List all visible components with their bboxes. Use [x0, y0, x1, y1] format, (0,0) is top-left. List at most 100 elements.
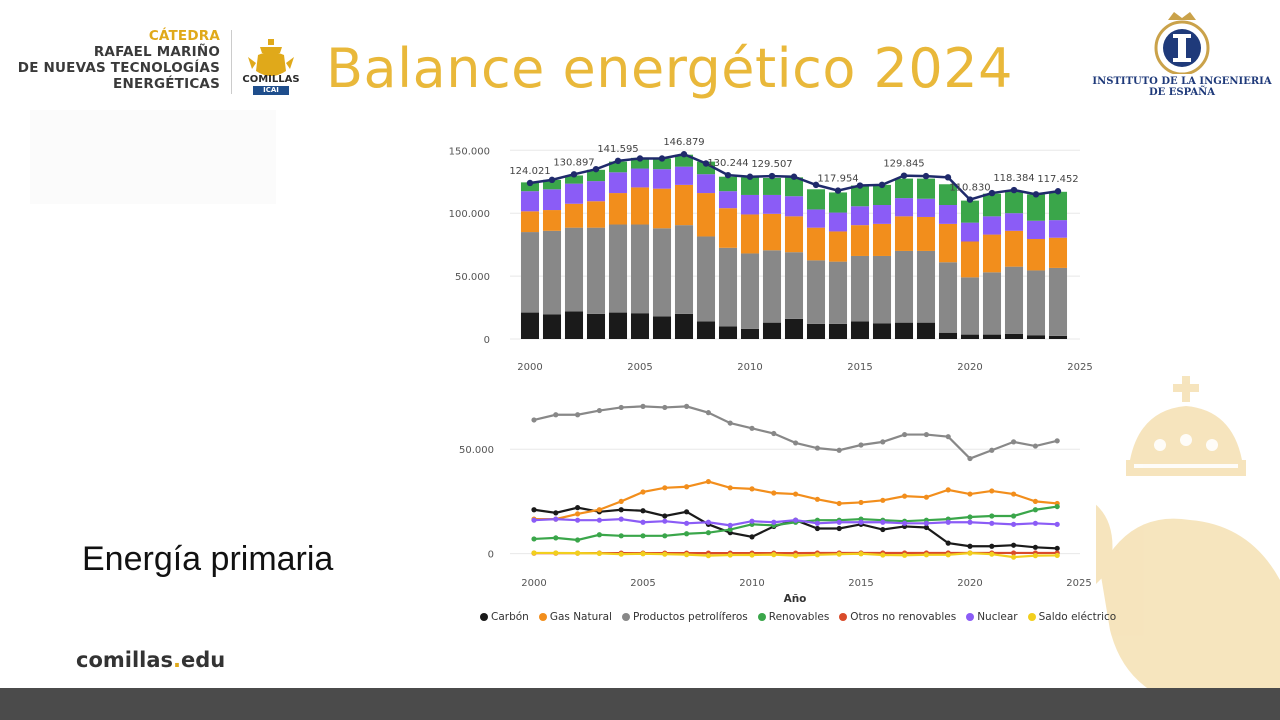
total-point — [570, 171, 578, 178]
legend-label: Productos petrolíferos — [632, 611, 748, 623]
total-point — [944, 174, 952, 181]
catedra-name: CÁTEDRA RAFAEL MARIÑO DE NUEVAS TECNOLOG… — [17, 28, 220, 92]
bar-productos-petroliferos — [894, 250, 914, 323]
point-otros-no-renovables — [1011, 550, 1017, 556]
point-saldo-electrico — [814, 552, 820, 558]
bar-productos-petroliferos — [806, 260, 826, 324]
point-productos-petroliferos — [531, 417, 537, 423]
bar-carbon — [828, 323, 848, 339]
legend-item-otros-no-renovables[interactable]: Otros no renovables — [839, 611, 956, 623]
bar-carbon — [586, 313, 606, 339]
point-gas-natural — [902, 493, 908, 499]
total-point — [812, 181, 820, 189]
bar-productos-petroliferos — [982, 272, 1002, 335]
legend-label: Renovables — [768, 611, 830, 623]
total-point — [988, 189, 996, 197]
point-productos-petroliferos — [923, 431, 929, 438]
point-nuclear — [880, 519, 886, 525]
total-point — [526, 179, 534, 187]
point-carbon — [836, 525, 842, 532]
point-nuclear — [749, 518, 755, 524]
legend-item-gas-natural[interactable]: Gas Natural — [538, 611, 612, 623]
x-tick-label: 2015 — [848, 578, 873, 589]
bar-renovables — [850, 185, 870, 207]
legend-item-nuclear[interactable]: Nuclear — [966, 611, 1018, 623]
point-saldo-electrico — [858, 551, 864, 557]
point-renovables — [553, 535, 559, 541]
total-point — [856, 182, 864, 189]
point-gas-natural — [596, 507, 602, 513]
total-data-label: 129.845 — [883, 159, 924, 170]
point-saldo-electrico — [705, 553, 711, 559]
point-gas-natural — [575, 511, 581, 517]
bar-gas-natural — [982, 234, 1002, 273]
legend-item-saldo-electrico[interactable]: Saldo eléctrico — [1027, 611, 1116, 623]
total-point — [1032, 191, 1040, 198]
point-nuclear — [902, 520, 908, 526]
point-renovables — [1054, 503, 1060, 510]
point-gas-natural — [793, 491, 799, 497]
bar-nuclear — [740, 194, 760, 215]
catedra-logo: CÁTEDRA RAFAEL MARIÑO DE NUEVAS TECNOLOG… — [12, 22, 302, 104]
x-tick-label: 2010 — [737, 362, 762, 373]
bar-carbon — [872, 323, 892, 339]
bar-gas-natural — [1026, 238, 1046, 271]
bar-renovables — [828, 192, 848, 213]
point-nuclear — [967, 519, 973, 525]
point-saldo-electrico — [1054, 552, 1060, 559]
point-saldo-electrico — [727, 552, 733, 558]
bar-productos-petroliferos — [586, 227, 606, 314]
comillas-wordmark: COMILLAS — [242, 74, 300, 85]
bar-renovables — [1048, 191, 1068, 221]
bar-gas-natural — [630, 187, 650, 225]
total-point — [1010, 186, 1018, 194]
bar-renovables — [938, 184, 958, 206]
point-productos-petroliferos — [967, 455, 973, 462]
legend-dot-icon — [1027, 613, 1036, 621]
bar-renovables — [762, 177, 782, 195]
bar-productos-petroliferos — [762, 250, 782, 323]
icai-badge: ICAI — [253, 86, 289, 95]
footer-url[interactable]: comillas.edu — [76, 648, 226, 672]
point-productos-petroliferos — [705, 410, 711, 416]
point-carbon — [1032, 544, 1038, 550]
bar-carbon — [608, 312, 628, 339]
legend-item-renovables[interactable]: Renovables — [757, 611, 830, 623]
bar-productos-petroliferos — [1048, 267, 1068, 336]
bar-productos-petroliferos — [938, 262, 958, 333]
total-point — [548, 176, 556, 184]
total-data-label: 130.897 — [553, 157, 594, 168]
comillas-watermark — [1090, 376, 1280, 690]
total-point — [922, 172, 930, 180]
x-tick-label: 2025 — [1066, 578, 1091, 589]
total-data-label: 110.830 — [949, 183, 990, 194]
x-tick-label: 2015 — [847, 362, 872, 373]
point-nuclear — [1054, 521, 1060, 527]
legend-item-productos-petroliferos[interactable]: Productos petrolíferos — [621, 611, 748, 623]
bar-carbon — [894, 322, 914, 339]
point-productos-petroliferos — [575, 412, 581, 418]
x-tick-label: 2000 — [521, 578, 546, 589]
point-nuclear — [793, 517, 799, 523]
comillas-shield-icon — [248, 39, 294, 76]
bar-gas-natural — [784, 216, 804, 253]
total-data-label: 117.954 — [817, 174, 858, 185]
x-tick-label: 2020 — [957, 578, 982, 589]
bar-carbon — [916, 322, 936, 339]
point-nuclear — [1011, 521, 1017, 527]
total-point — [680, 151, 688, 158]
point-saldo-electrico — [967, 550, 973, 556]
blank-panel — [30, 110, 276, 204]
point-carbon — [1054, 545, 1060, 551]
total-point — [614, 157, 622, 165]
legend-label: Nuclear — [977, 611, 1018, 623]
bar-gas-natural — [938, 223, 958, 263]
bar-nuclear — [872, 205, 892, 224]
bar-gas-natural — [828, 231, 848, 262]
point-saldo-electrico — [1032, 553, 1038, 559]
bar-nuclear — [674, 166, 694, 185]
x-tick-label: 2005 — [627, 362, 652, 373]
bar-nuclear — [828, 212, 848, 232]
legend-item-carbon[interactable]: Carbón — [480, 611, 529, 623]
total-point — [1054, 188, 1062, 195]
